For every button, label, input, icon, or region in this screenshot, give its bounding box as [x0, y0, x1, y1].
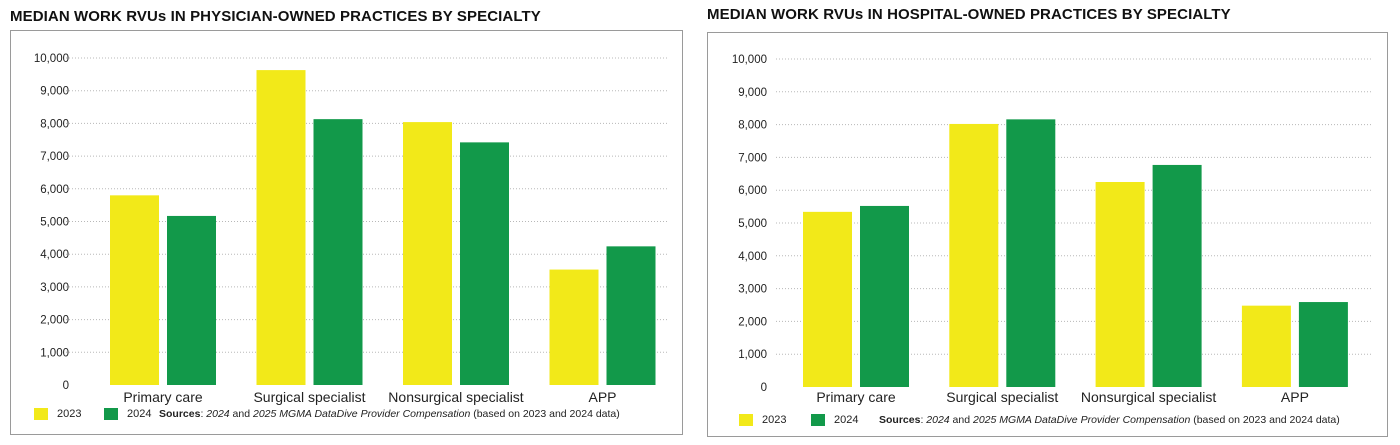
y-tick-label: 8,000	[40, 118, 69, 130]
legend-swatch-2023	[34, 408, 48, 420]
bar-2024-surgical-specialist	[313, 119, 363, 386]
y-tick-label: 5,000	[738, 218, 767, 230]
source-part: and	[229, 408, 253, 420]
source-part: :	[920, 414, 927, 426]
bar-chart-physician: 0 1,000 2,000 3,000 4,000 5,000 6,000 7,000 8,00…	[34, 53, 668, 405]
bar-2023-app	[549, 269, 599, 385]
y-tick-label: 5,000	[40, 217, 69, 229]
y-tick-label: 0	[761, 382, 767, 394]
y-tick-label: 2,000	[738, 316, 767, 328]
source-part: :	[200, 408, 207, 420]
legend: 2023 2024 Sources: 2024 and 2025 MGMA Da…	[739, 414, 1340, 426]
chart-title-hospital: MEDIAN WORK RVUs IN HOSPITAL-OWNED PRACT…	[707, 6, 1231, 23]
bar-2024-surgical-specialist	[1006, 119, 1056, 388]
x-category-label: Primary care	[816, 389, 896, 405]
y-tick-label: 0	[63, 380, 69, 392]
y-tick-label: 7,000	[40, 151, 69, 163]
legend-label-2024: 2024	[834, 414, 859, 426]
y-tick-label: 10,000	[732, 54, 767, 66]
bar-2024-app	[1298, 302, 1348, 387]
y-tick-label: 7,000	[738, 152, 767, 164]
x-category-label: Nonsurgical specialist	[1081, 389, 1217, 405]
bar-2024-nonsurgical-specialist	[460, 142, 509, 385]
bar-2023-primary-care	[803, 211, 852, 387]
y-tick-label: 2,000	[40, 315, 69, 327]
source-part: Sources	[879, 414, 921, 426]
x-category-label: Surgical specialist	[253, 389, 365, 405]
x-category-label: Nonsurgical specialist	[388, 389, 524, 405]
y-tick-label: 1,000	[738, 349, 767, 361]
source-note: Sources: 2024 and 2025 MGMA DataDive Pro…	[879, 414, 1340, 426]
y-tick-label: 3,000	[40, 282, 69, 294]
legend-swatch-2024	[811, 414, 825, 426]
source-part: 2025 MGMA DataDive Provider Compensation	[973, 414, 1191, 426]
bar-2023-nonsurgical-specialist	[403, 122, 452, 385]
legend-swatch-2023	[739, 414, 753, 426]
y-tick-label: 9,000	[738, 87, 767, 99]
y-tick-label: 3,000	[738, 284, 767, 296]
y-tick-label: 4,000	[738, 251, 767, 263]
legend: 2023 2024 Sources: 2024 and 2025 MGMA Da…	[34, 408, 620, 420]
bar-chart-hospital: 0 1,000 2,000 3,000 4,000 5,000 6,000 7,000 8,00…	[732, 54, 1373, 405]
bar-2023-surgical-specialist	[256, 70, 306, 385]
bar-2023-nonsurgical-specialist	[1095, 182, 1145, 387]
source-part: Sources	[159, 408, 201, 420]
source-part: 2024	[206, 408, 230, 420]
chart-title-physician: MEDIAN WORK RVUs IN PHYSICIAN-OWNED PRAC…	[10, 8, 541, 25]
y-tick-label: 4,000	[40, 249, 69, 261]
legend-label-2023: 2023	[57, 408, 82, 420]
x-category-label: Surgical specialist	[946, 389, 1058, 405]
source-part: and	[949, 414, 973, 426]
chart-panel-physician: 0 1,000 2,000 3,000 4,000 5,000 6,000 7,000 8,00…	[10, 30, 683, 435]
bar-2024-primary-care	[860, 205, 909, 387]
bar-2023-primary-care	[110, 195, 159, 385]
bar-2023-surgical-specialist	[949, 123, 999, 387]
y-tick-label: 8,000	[738, 120, 767, 132]
y-tick-label: 9,000	[40, 86, 69, 98]
bar-2024-primary-care	[167, 215, 216, 385]
source-part: 2024	[926, 414, 950, 426]
source-part: (based on 2023 and 2024 data)	[1190, 414, 1340, 426]
y-tick-label: 10,000	[34, 53, 69, 65]
bar-2024-app	[606, 246, 656, 385]
legend-label-2024: 2024	[127, 408, 152, 420]
x-category-label: Primary care	[123, 389, 203, 405]
x-category-label: APP	[588, 389, 616, 405]
legend-swatch-2024	[104, 408, 118, 420]
y-tick-label: 6,000	[40, 184, 69, 196]
x-category-label: APP	[1281, 389, 1309, 405]
bar-2023-app	[1241, 305, 1291, 387]
source-part: 2025 MGMA DataDive Provider Compensation	[253, 408, 471, 420]
y-tick-label: 6,000	[738, 185, 767, 197]
source-part: (based on 2023 and 2024 data)	[470, 408, 620, 420]
legend-label-2023: 2023	[762, 414, 787, 426]
source-note: Sources: 2024 and 2025 MGMA DataDive Pro…	[159, 408, 620, 420]
bar-2024-nonsurgical-specialist	[1152, 164, 1202, 387]
y-tick-label: 1,000	[40, 347, 69, 359]
chart-panel-hospital: 0 1,000 2,000 3,000 4,000 5,000 6,000 7,000 8,00…	[707, 32, 1388, 437]
